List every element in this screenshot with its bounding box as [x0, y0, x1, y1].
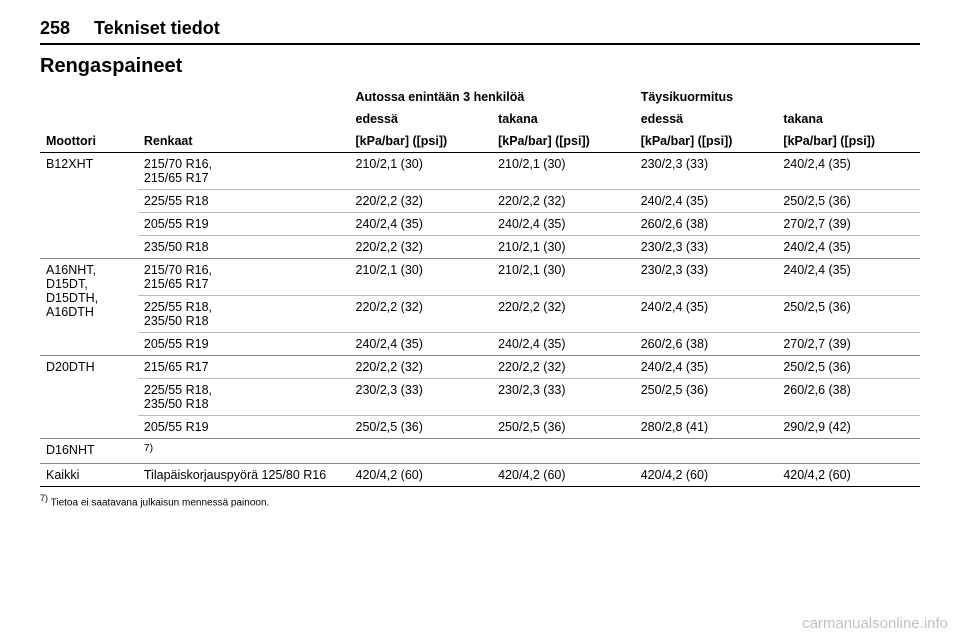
cell-value — [777, 439, 920, 464]
cell-tyre: 205/55 R19 — [138, 213, 350, 236]
cell-value: 420/4,2 (60) — [777, 464, 920, 487]
cell-value: 420/4,2 (60) — [635, 464, 778, 487]
table-row: 225/55 R18, 235/50 R18230/2,3 (33)230/2,… — [40, 379, 920, 416]
cell-value: 220/2,2 (32) — [350, 356, 493, 379]
cell-value: 210/2,1 (30) — [492, 153, 635, 190]
watermark: carmanualsonline.info — [802, 615, 948, 632]
page-number: 258 — [40, 18, 70, 39]
cell-value: 230/2,3 (33) — [635, 236, 778, 259]
cell-engine: D16NHT — [40, 439, 138, 464]
cell-value: 290/2,9 (42) — [777, 416, 920, 439]
cell-value: 240/2,4 (35) — [777, 259, 920, 296]
cell-value: 240/2,4 (35) — [777, 153, 920, 190]
cell-tyre: 225/55 R18, 235/50 R18 — [138, 296, 350, 333]
cell-tyre: 205/55 R19 — [138, 333, 350, 356]
chapter-title: Tekniset tiedot — [94, 18, 220, 39]
col-rear-1: takana — [492, 108, 635, 130]
footnote: 7) Tietoa ei saatavana julkaisun menness… — [40, 493, 920, 508]
cell-tyre: 235/50 R18 — [138, 236, 350, 259]
cell-value: 250/2,5 (36) — [492, 416, 635, 439]
cell-engine: B12XHT — [40, 153, 138, 259]
cell-value: 260/2,6 (38) — [635, 333, 778, 356]
cell-value: 250/2,5 (36) — [777, 296, 920, 333]
col-engine: Moottori — [40, 108, 138, 153]
cell-value: 240/2,4 (35) — [635, 190, 778, 213]
cell-value: 220/2,2 (32) — [492, 296, 635, 333]
footnote-mark: 7) — [40, 493, 48, 503]
cell-value: 220/2,2 (32) — [350, 190, 493, 213]
col-front-2: edessä — [635, 108, 778, 130]
cell-value: 220/2,2 (32) — [350, 296, 493, 333]
section-title: Rengaspaineet — [40, 55, 920, 78]
cell-value: 240/2,4 (35) — [492, 213, 635, 236]
cell-value: 230/2,3 (33) — [350, 379, 493, 416]
cell-value: 270/2,7 (39) — [777, 333, 920, 356]
tyre-pressure-table: Autossa enintään 3 henkilöä Täysikuormit… — [40, 86, 920, 487]
col-tyres: Renkaat — [138, 108, 350, 153]
cell-value: 420/4,2 (60) — [492, 464, 635, 487]
cell-value: 250/2,5 (36) — [777, 356, 920, 379]
table-row: 235/50 R18220/2,2 (32)210/2,1 (30)230/2,… — [40, 236, 920, 259]
cell-tyre: 215/65 R17 — [138, 356, 350, 379]
cell-engine: Kaikki — [40, 464, 138, 487]
col-unit-4: [kPa/bar] ([psi]) — [777, 130, 920, 153]
table-row: 225/55 R18220/2,2 (32)220/2,2 (32)240/2,… — [40, 190, 920, 213]
cell-value: 240/2,4 (35) — [350, 333, 493, 356]
cell-tyre: 225/55 R18 — [138, 190, 350, 213]
table-row: 205/55 R19240/2,4 (35)240/2,4 (35)260/2,… — [40, 213, 920, 236]
cell-value: 250/2,5 (36) — [350, 416, 493, 439]
cell-tyre: 7) — [138, 439, 350, 464]
table-row: D20DTH215/65 R17220/2,2 (32)220/2,2 (32)… — [40, 356, 920, 379]
page-header: 258 Tekniset tiedot — [40, 18, 920, 45]
cell-engine: D20DTH — [40, 356, 138, 439]
cell-value: 250/2,5 (36) — [635, 379, 778, 416]
cell-value: 240/2,4 (35) — [777, 236, 920, 259]
cell-value: 230/2,3 (33) — [635, 153, 778, 190]
cell-value: 250/2,5 (36) — [777, 190, 920, 213]
cell-value: 210/2,1 (30) — [350, 259, 493, 296]
cell-tyre: 215/70 R16, 215/65 R17 — [138, 153, 350, 190]
cell-value: 220/2,2 (32) — [350, 236, 493, 259]
cell-value: 210/2,1 (30) — [350, 153, 493, 190]
cell-engine: A16NHT, D15DT, D15DTH, A16DTH — [40, 259, 138, 356]
table-row: D16NHT7) — [40, 439, 920, 464]
col-unit-3: [kPa/bar] ([psi]) — [635, 130, 778, 153]
cell-value: 230/2,3 (33) — [635, 259, 778, 296]
cell-value: 210/2,1 (30) — [492, 236, 635, 259]
cell-tyre: 225/55 R18, 235/50 R18 — [138, 379, 350, 416]
cell-tyre: 205/55 R19 — [138, 416, 350, 439]
table-row: A16NHT, D15DT, D15DTH, A16DTH215/70 R16,… — [40, 259, 920, 296]
cell-value: 240/2,4 (35) — [350, 213, 493, 236]
cell-value: 420/4,2 (60) — [350, 464, 493, 487]
table-row: 205/55 R19240/2,4 (35)240/2,4 (35)260/2,… — [40, 333, 920, 356]
cell-value — [492, 439, 635, 464]
cell-value: 270/2,7 (39) — [777, 213, 920, 236]
col-unit-1: [kPa/bar] ([psi]) — [350, 130, 493, 153]
table-row: KaikkiTilapäiskorjauspyörä 125/80 R16420… — [40, 464, 920, 487]
col-front-1: edessä — [350, 108, 493, 130]
footnote-text: Tietoa ei saatavana julkaisun mennessä p… — [51, 497, 270, 508]
table-row: 225/55 R18, 235/50 R18220/2,2 (32)220/2,… — [40, 296, 920, 333]
cell-value: 210/2,1 (30) — [492, 259, 635, 296]
cell-value: 260/2,6 (38) — [777, 379, 920, 416]
cell-value: 280/2,8 (41) — [635, 416, 778, 439]
cell-value: 230/2,3 (33) — [492, 379, 635, 416]
cell-value: 240/2,4 (35) — [635, 356, 778, 379]
cell-tyre: Tilapäiskorjauspyörä 125/80 R16 — [138, 464, 350, 487]
col-group-normal: Autossa enintään 3 henkilöä — [350, 86, 635, 108]
cell-tyre: 215/70 R16, 215/65 R17 — [138, 259, 350, 296]
cell-value — [350, 439, 493, 464]
col-rear-2: takana — [777, 108, 920, 130]
cell-value: 260/2,6 (38) — [635, 213, 778, 236]
cell-value — [635, 439, 778, 464]
table-row: B12XHT215/70 R16, 215/65 R17210/2,1 (30)… — [40, 153, 920, 190]
cell-value: 240/2,4 (35) — [635, 296, 778, 333]
col-unit-2: [kPa/bar] ([psi]) — [492, 130, 635, 153]
cell-value: 220/2,2 (32) — [492, 356, 635, 379]
cell-value: 220/2,2 (32) — [492, 190, 635, 213]
col-group-full: Täysikuormitus — [635, 86, 920, 108]
cell-value: 240/2,4 (35) — [492, 333, 635, 356]
table-row: 205/55 R19250/2,5 (36)250/2,5 (36)280/2,… — [40, 416, 920, 439]
